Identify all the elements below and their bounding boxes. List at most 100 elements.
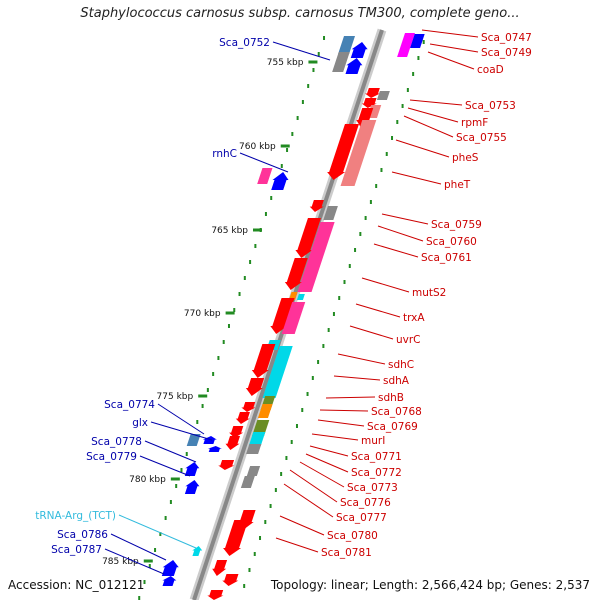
gene-feature[interactable] bbox=[257, 404, 273, 418]
gene-feature[interactable] bbox=[161, 560, 179, 576]
gene-feature[interactable] bbox=[212, 560, 228, 576]
gene-label-plus[interactable]: Sca_0769 bbox=[367, 421, 418, 433]
gene-feature[interactable] bbox=[332, 52, 350, 72]
gene-feature[interactable] bbox=[186, 434, 201, 446]
gene-feature[interactable] bbox=[295, 218, 321, 258]
gene-feature[interactable] bbox=[184, 462, 200, 476]
gene-feature[interactable] bbox=[257, 168, 273, 184]
gene-feature[interactable] bbox=[223, 520, 249, 556]
gene-label-plus[interactable]: Sca_0772 bbox=[351, 467, 402, 479]
track-dot bbox=[317, 360, 320, 364]
gene-feature[interactable] bbox=[241, 402, 256, 412]
gene-feature[interactable] bbox=[162, 576, 177, 586]
ruler-tick-label: 785 kbp bbox=[102, 557, 139, 567]
gene-feature[interactable] bbox=[338, 36, 356, 54]
gene-label-plus[interactable]: Sca_0768 bbox=[371, 406, 422, 418]
gene-label-plus[interactable]: Sca_0773 bbox=[347, 482, 398, 494]
gene-label-minus[interactable]: Sca_0787 bbox=[51, 544, 102, 556]
gene-label-minus[interactable]: Sca_0774 bbox=[104, 399, 155, 411]
gene-feature[interactable] bbox=[246, 466, 261, 476]
gene-feature[interactable] bbox=[262, 346, 293, 398]
gene-label-plus[interactable]: uvrC bbox=[396, 334, 421, 346]
gene-feature[interactable] bbox=[376, 91, 390, 100]
gene-label-minus[interactable]: Sca_0778 bbox=[91, 436, 142, 448]
gene-feature[interactable] bbox=[225, 436, 241, 450]
gene-label-plus[interactable]: rpmF bbox=[461, 117, 488, 129]
gene-feature[interactable] bbox=[251, 344, 276, 378]
gene-feature[interactable] bbox=[327, 124, 359, 180]
gene-label-plus[interactable]: Sca_0761 bbox=[421, 252, 472, 264]
ruler-dot bbox=[180, 468, 183, 472]
gene-label-minus[interactable]: Sca_0752 bbox=[219, 37, 270, 49]
track-dot bbox=[285, 456, 288, 460]
gene-label-plus[interactable]: Sca_0759 bbox=[431, 219, 482, 231]
gene-label-plus[interactable]: mutS2 bbox=[412, 287, 446, 299]
gene-feature[interactable] bbox=[192, 546, 203, 556]
gene-feature[interactable] bbox=[271, 172, 289, 190]
gene-label-plus[interactable]: Sca_0753 bbox=[465, 100, 516, 112]
gene-label-plus[interactable]: Sca_0771 bbox=[351, 451, 402, 463]
gene-label-plus[interactable]: pheT bbox=[444, 179, 471, 191]
gene-label-plus[interactable]: Sca_0749 bbox=[481, 47, 532, 59]
gene-feature[interactable] bbox=[296, 294, 305, 300]
ruler-tick-label: 770 kbp bbox=[184, 309, 221, 319]
ruler-tick-label: 755 kbp bbox=[267, 58, 304, 68]
gene-label-plus[interactable]: pheS bbox=[452, 152, 479, 164]
gene-label-plus[interactable]: Sca_0777 bbox=[336, 512, 387, 524]
leader-line bbox=[407, 107, 459, 123]
ruler-tick bbox=[280, 144, 290, 148]
track-dot bbox=[412, 72, 415, 76]
gene-label-plus[interactable]: Sca_0780 bbox=[327, 530, 378, 542]
gene-label-plus[interactable]: sdhA bbox=[383, 375, 410, 387]
gene-feature[interactable] bbox=[297, 222, 335, 292]
gene-feature[interactable] bbox=[345, 58, 363, 74]
track-dot bbox=[375, 184, 378, 188]
gene-feature[interactable] bbox=[410, 34, 425, 48]
gene-label-minus[interactable]: Sca_0779 bbox=[86, 451, 137, 463]
gene-label-plus[interactable]: sdhB bbox=[378, 392, 404, 404]
gene-feature[interactable] bbox=[340, 120, 377, 186]
gene-feature[interactable] bbox=[248, 432, 266, 446]
gene-feature[interactable] bbox=[246, 444, 262, 454]
gene-label-plus[interactable]: Sca_0776 bbox=[340, 497, 391, 509]
gene-feature[interactable] bbox=[284, 258, 308, 290]
gene-feature[interactable] bbox=[270, 298, 295, 334]
gene-feature[interactable] bbox=[235, 412, 250, 424]
gene-label-minus[interactable]: glx bbox=[132, 417, 148, 429]
gene-feature[interactable] bbox=[184, 480, 200, 494]
track-dot bbox=[295, 424, 298, 428]
ruler-dot bbox=[148, 564, 151, 568]
rna-label[interactable]: tRNA-Arg_(TCT) bbox=[35, 510, 116, 522]
gene-feature[interactable] bbox=[323, 206, 338, 220]
ruler-dot bbox=[196, 420, 199, 424]
gene-label-plus[interactable]: trxA bbox=[403, 312, 425, 324]
gene-feature[interactable] bbox=[309, 200, 324, 212]
gene-label-minus[interactable]: Sca_0786 bbox=[57, 529, 108, 541]
gene-feature[interactable] bbox=[240, 476, 255, 488]
leader-line bbox=[355, 303, 401, 318]
gene-feature[interactable] bbox=[207, 446, 222, 452]
gene-label-minus[interactable]: rnhC bbox=[212, 148, 237, 160]
gene-feature[interactable] bbox=[397, 33, 416, 57]
gene-feature[interactable] bbox=[245, 378, 265, 396]
gene-label-plus[interactable]: Sca_0755 bbox=[456, 132, 507, 144]
gene-feature[interactable] bbox=[281, 302, 306, 334]
gene-feature[interactable] bbox=[350, 42, 368, 58]
ruler-dot bbox=[143, 580, 146, 584]
gene-feature[interactable] bbox=[202, 436, 217, 444]
gene-feature[interactable] bbox=[361, 98, 377, 108]
gene-label-plus[interactable]: Sca_0747 bbox=[481, 32, 532, 44]
gene-label-plus[interactable]: Sca_0781 bbox=[321, 547, 372, 559]
gene-feature[interactable] bbox=[229, 426, 244, 438]
gene-label-plus[interactable]: murI bbox=[361, 435, 385, 447]
gene-feature[interactable] bbox=[222, 574, 239, 586]
gene-label-plus[interactable]: sdhC bbox=[388, 359, 414, 371]
gene-label-plus[interactable]: coaD bbox=[477, 64, 504, 76]
ruler-dot bbox=[249, 260, 252, 264]
gene-feature[interactable] bbox=[207, 590, 224, 600]
gene-feature[interactable] bbox=[218, 460, 235, 470]
gene-label-plus[interactable]: Sca_0760 bbox=[426, 236, 477, 248]
leader-line bbox=[139, 455, 191, 477]
gene-feature[interactable] bbox=[356, 108, 374, 128]
gene-feature[interactable] bbox=[365, 88, 381, 98]
